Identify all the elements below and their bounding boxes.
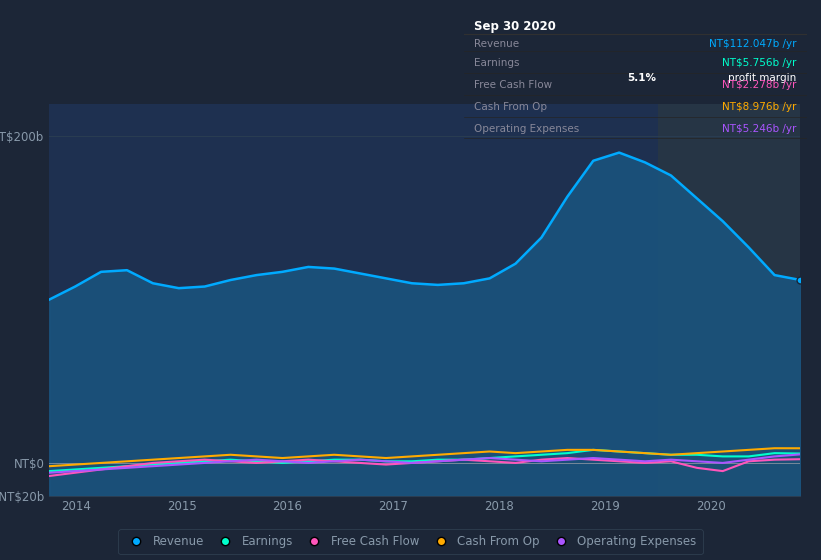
Text: Operating Expenses: Operating Expenses [475,124,580,134]
Text: NT$5.756b /yr: NT$5.756b /yr [722,58,796,68]
Text: profit margin: profit margin [728,73,796,83]
Text: Revenue: Revenue [475,39,520,49]
Legend: Revenue, Earnings, Free Cash Flow, Cash From Op, Operating Expenses: Revenue, Earnings, Free Cash Flow, Cash … [118,529,703,554]
Text: Free Cash Flow: Free Cash Flow [475,80,553,90]
Text: NT$5.246b /yr: NT$5.246b /yr [722,124,796,134]
Text: Sep 30 2020: Sep 30 2020 [475,20,556,33]
Text: NT$2.278b /yr: NT$2.278b /yr [722,80,796,90]
Text: NT$112.047b /yr: NT$112.047b /yr [709,39,796,49]
Text: Cash From Op: Cash From Op [475,102,547,112]
Bar [658,104,800,496]
Text: Earnings: Earnings [475,58,520,68]
Text: 5.1%: 5.1% [627,73,656,83]
Text: NT$8.976b /yr: NT$8.976b /yr [722,102,796,112]
